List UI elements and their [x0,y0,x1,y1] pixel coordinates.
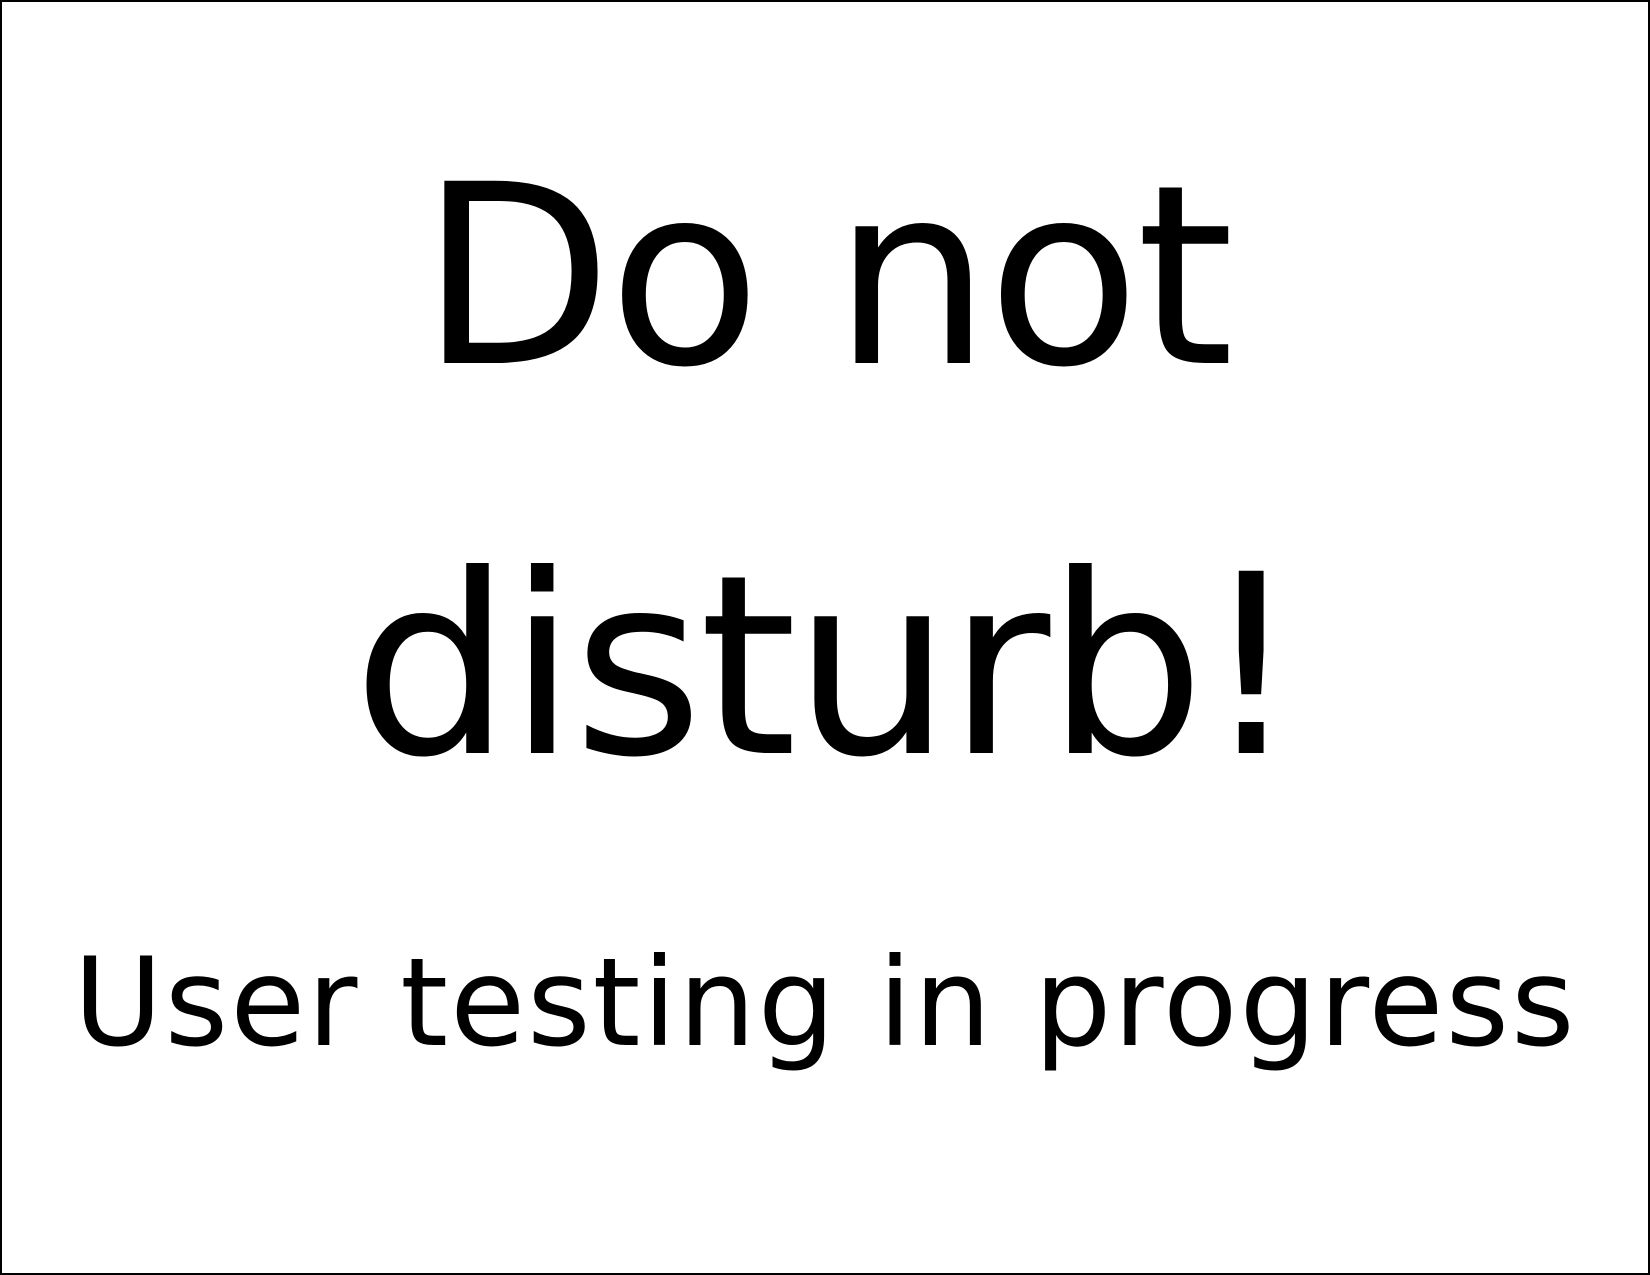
headline-line-2: disturb! [352,521,1302,812]
subline-text: User testing in progress [73,932,1577,1074]
headline-line-1: Do not [419,131,1234,422]
